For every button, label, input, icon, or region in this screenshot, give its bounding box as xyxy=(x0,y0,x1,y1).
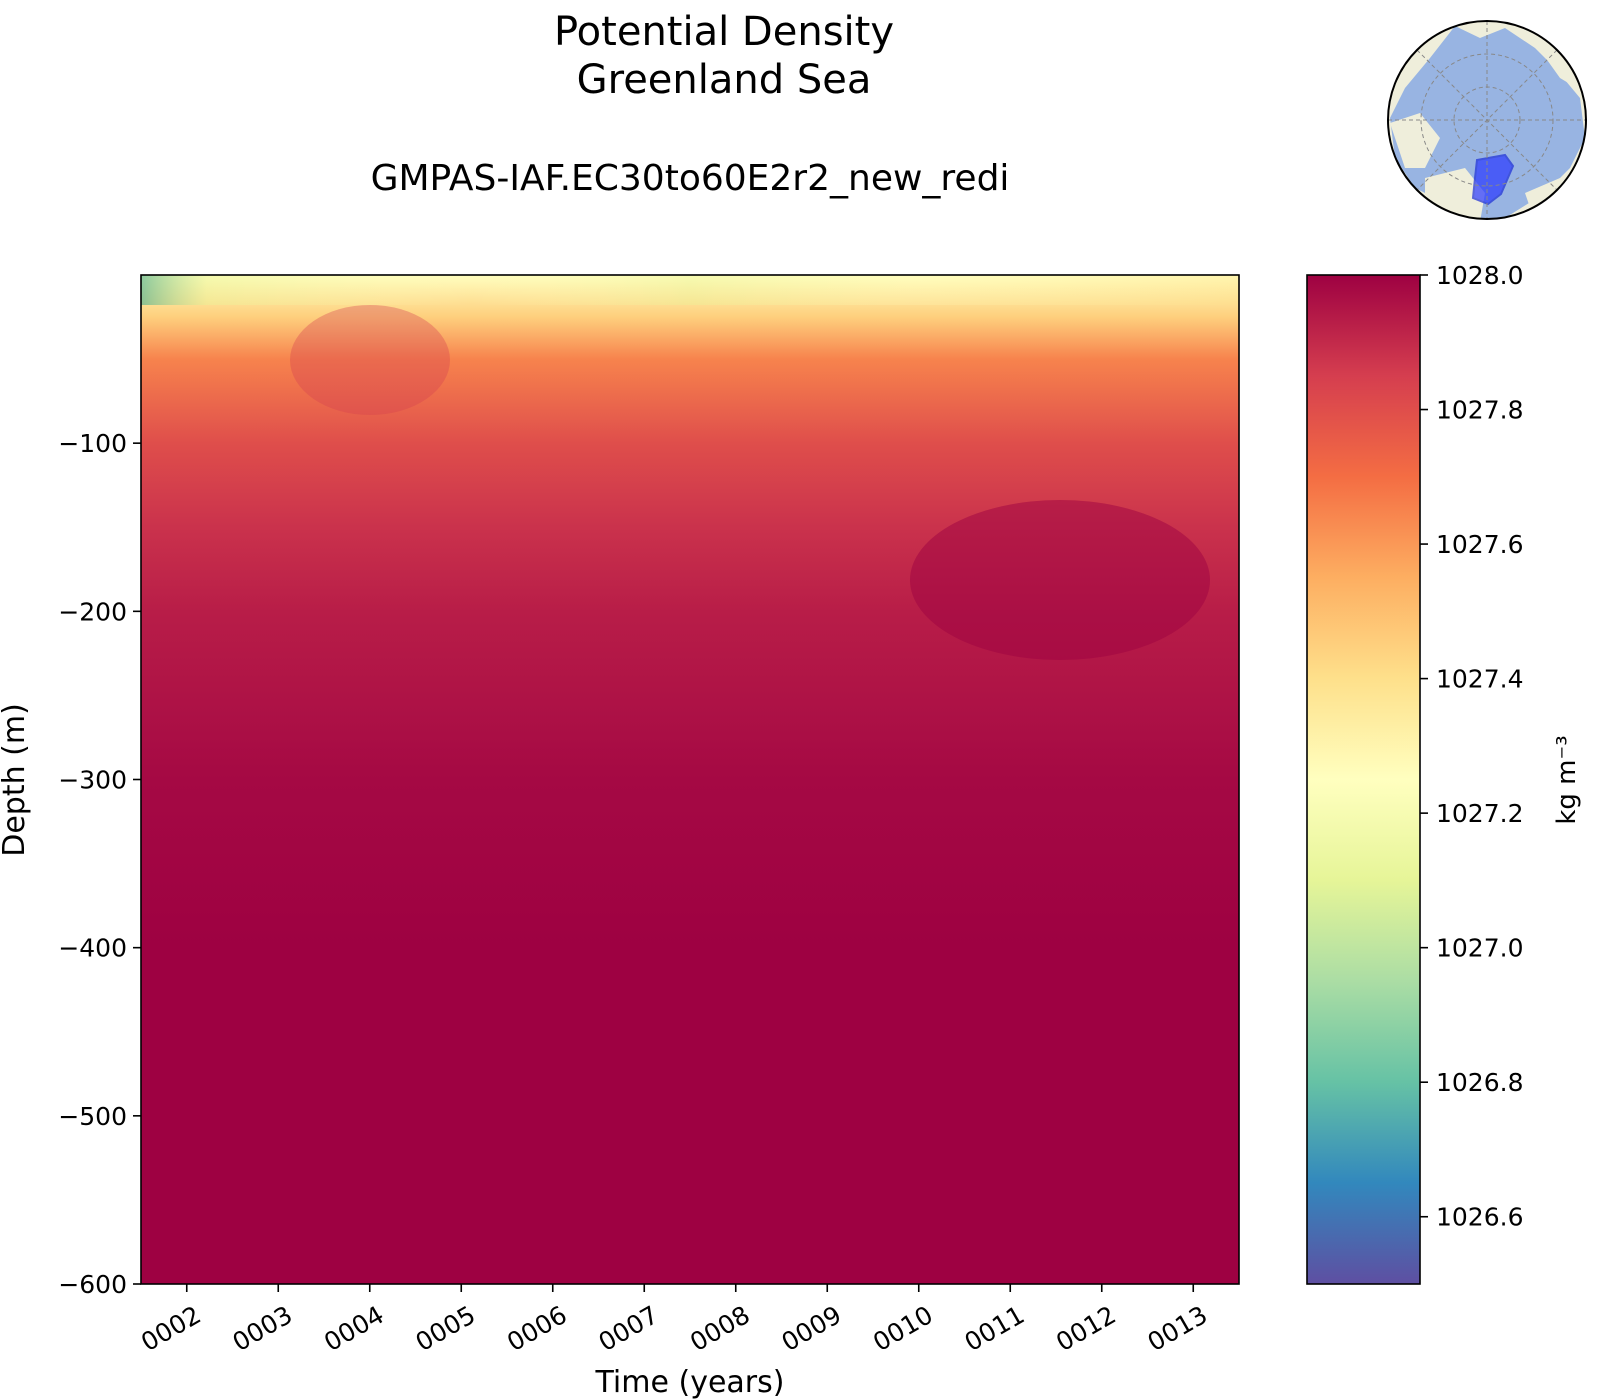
x-tick-label: 0013 xyxy=(1143,1300,1213,1357)
colorbar-tick-label: 1027.8 xyxy=(1436,396,1523,425)
x-tick-label: 0004 xyxy=(319,1300,389,1357)
x-axis: 0002 0003 0004 0005 0006 0007 0008 0009 0010 0011… xyxy=(136,1284,1212,1357)
x-axis-label: Time (years) xyxy=(595,1365,785,1400)
colorbar-tick-label: 1028.0 xyxy=(1436,261,1523,290)
x-tick-label: 0009 xyxy=(777,1300,847,1357)
colorbar-tick-label: 1027.6 xyxy=(1436,530,1523,559)
colorbar-tick-label: 1027.0 xyxy=(1436,934,1523,963)
x-tick-label: 0008 xyxy=(685,1300,755,1357)
x-tick-label: 0003 xyxy=(228,1300,298,1357)
y-tick-label: −100 xyxy=(58,429,127,458)
colorbar xyxy=(1306,274,1421,1285)
y-axis-label: Depth (m) xyxy=(0,703,32,857)
y-tick-label: −300 xyxy=(58,766,127,795)
colorbar-tick-label: 1027.4 xyxy=(1436,665,1523,694)
y-tick-label: −200 xyxy=(58,597,127,626)
colorbar-axis: 1026.6 1026.8 1027.0 1027.2 1027.4 1027.6 1027… xyxy=(1420,261,1523,1232)
colorbar-tick-label: 1027.2 xyxy=(1436,799,1523,828)
colorbar-label: kg m⁻³ xyxy=(1552,735,1582,824)
x-tick-label: 0005 xyxy=(411,1300,481,1357)
y-tick-label: −500 xyxy=(58,1102,127,1131)
greenland-sea-region-map xyxy=(1387,20,1587,220)
colorbar-tick-label: 1026.8 xyxy=(1436,1068,1523,1097)
y-tick-label: −400 xyxy=(58,934,127,963)
density-field xyxy=(141,275,1239,1284)
chart-title-region: Greenland Sea xyxy=(576,57,872,103)
x-tick-label: 0010 xyxy=(868,1300,938,1357)
chart-subtitle: GMPAS-IAF.EC30to60E2r2_new_redi xyxy=(370,158,1010,199)
x-tick-label: 0006 xyxy=(502,1300,572,1357)
colorbar-tick-label: 1026.6 xyxy=(1436,1203,1523,1232)
dense-patch-year11 xyxy=(910,500,1210,660)
surface-variation xyxy=(141,275,1239,305)
x-tick-label: 0011 xyxy=(960,1300,1030,1357)
x-tick-label: 0002 xyxy=(136,1300,206,1357)
dense-patch-year4 xyxy=(290,305,450,415)
heatmap-field xyxy=(141,275,1239,1284)
chart-title: Potential Density xyxy=(553,9,895,55)
y-axis: −100 −200 −300 −400 −500 −600 xyxy=(58,429,141,1299)
greenland-sea-region xyxy=(1471,153,1515,206)
x-tick-label: 0012 xyxy=(1051,1300,1121,1357)
y-tick-label: −600 xyxy=(58,1270,127,1299)
x-tick-label: 0007 xyxy=(594,1300,664,1357)
